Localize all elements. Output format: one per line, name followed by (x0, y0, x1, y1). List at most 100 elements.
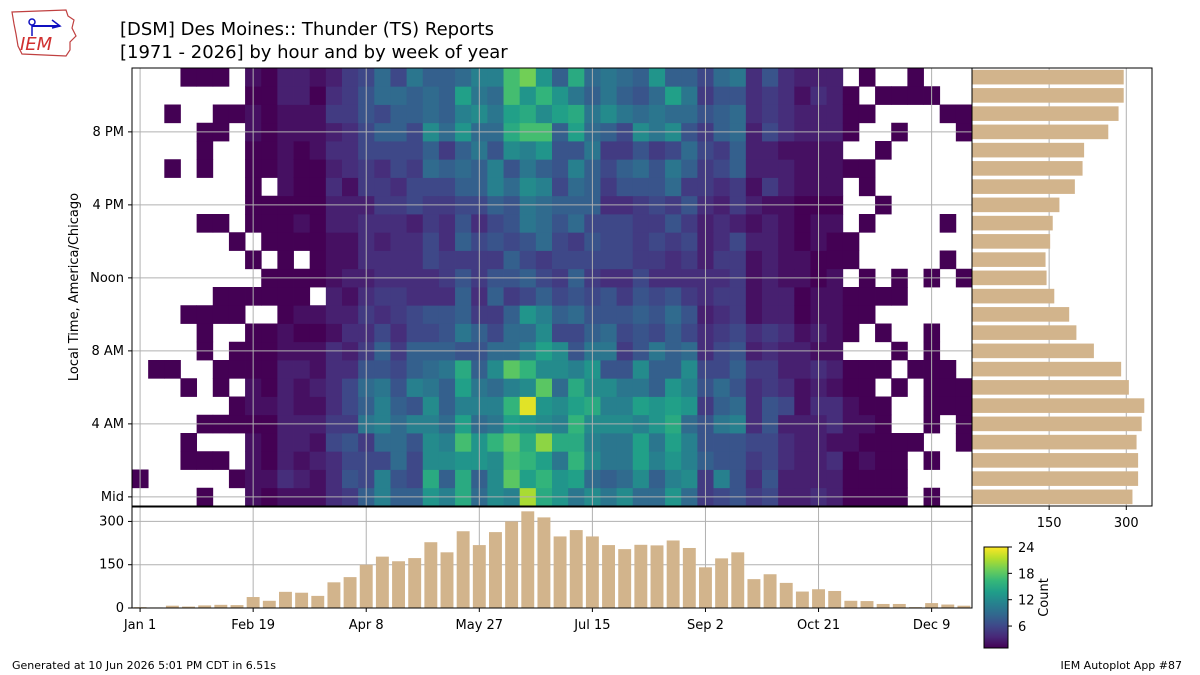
heatmap-cell (891, 451, 908, 470)
heatmap-cell (826, 86, 844, 105)
hourly-bar (972, 215, 1053, 231)
heatmap-cell (212, 451, 230, 470)
heatmap-cell (535, 378, 553, 397)
heatmap-cell (390, 159, 408, 178)
heatmap-cell (665, 378, 682, 397)
heatmap-cell (503, 287, 521, 306)
heatmap-cell (455, 287, 472, 306)
heatmap-cell (374, 104, 391, 124)
heatmap-cell (665, 451, 682, 470)
heatmap-cell (939, 250, 957, 270)
heatmap-cell (390, 141, 408, 160)
heatmap-cell (422, 323, 440, 343)
weekly-bar (812, 589, 825, 608)
heatmap-cell (196, 141, 214, 160)
heatmap-cell (552, 214, 569, 233)
heatmap-cell (422, 433, 440, 452)
weekly-bar (408, 558, 422, 608)
heatmap-cell (374, 68, 391, 87)
hourly-totals-chart: 150 300 (971, 67, 1153, 531)
heatmap-cell (681, 141, 698, 160)
weekly-bar (779, 582, 793, 608)
heatmap-cell (665, 68, 682, 87)
heatmap-cell (438, 177, 456, 197)
heatmap-cell (487, 451, 504, 470)
heatmap-cell (342, 433, 359, 452)
heatmap-cell (568, 232, 585, 251)
heatmap-cell (858, 68, 876, 87)
heatmap-cell (438, 232, 456, 251)
heatmap-cell (406, 86, 424, 105)
heatmap-cell (762, 287, 779, 306)
heatmap-cell (406, 451, 424, 470)
heatmap-cell (955, 378, 973, 397)
heatmap-cell (745, 323, 763, 343)
heatmap-cell (907, 360, 924, 379)
heatmap-cell (325, 141, 343, 160)
heatmap-cell (503, 159, 521, 178)
heatmap-cell (422, 396, 440, 416)
heatmap-cell (438, 287, 456, 306)
weekly-bar (634, 544, 648, 608)
heatmap-cell (309, 378, 327, 397)
heatmap-cell (374, 451, 391, 470)
heatmap-cell (503, 232, 521, 251)
heatmap-cell (568, 469, 585, 489)
heatmap-cell (568, 378, 585, 397)
heatmap-cell (261, 396, 278, 416)
heatmap-cell (180, 68, 198, 87)
heatmap-cell (826, 68, 844, 87)
heatmap-cell (422, 469, 440, 489)
heatmap-cell (552, 360, 569, 379)
heatmap-cell (325, 68, 343, 87)
colorbar-tick-label: 18 (1018, 567, 1035, 582)
heatmap-cell (325, 433, 343, 452)
heatmap-cell (826, 214, 844, 233)
heatmap-cell (374, 469, 391, 489)
heatmap-cell (681, 159, 698, 178)
heatmap-cell (648, 469, 666, 489)
hourly-xtick-label: 300 (1114, 516, 1139, 531)
heatmap-cell (842, 469, 860, 489)
heatmap-cell (196, 323, 214, 343)
heatmap-cell (406, 287, 424, 306)
heatmap-cell (228, 305, 246, 324)
heatmap-cell (568, 214, 585, 233)
heatmap-cell (681, 68, 698, 87)
heatmap-cell (632, 305, 650, 324)
heatmap-cell (794, 287, 811, 306)
heatmap-cell (342, 177, 359, 197)
heatmap-cell (826, 378, 844, 397)
weekly-bar (505, 521, 519, 608)
heatmap-cell (293, 232, 311, 251)
heatmap-cell (713, 232, 731, 251)
heatmap-cell (600, 305, 618, 324)
heatmap-cell (632, 360, 650, 379)
heatmap-cell (632, 396, 650, 416)
heatmap-cell (519, 141, 537, 160)
title-line-2: [1971 - 2026] by hour and by week of yea… (120, 42, 508, 63)
heatmap-cell (293, 104, 311, 124)
heatmap-cell (600, 214, 618, 233)
heatmap-cell (535, 232, 553, 251)
heatmap-cell (552, 305, 569, 324)
hourly-bar (972, 398, 1145, 413)
weekly-bar (521, 511, 535, 608)
heatmap-cell (261, 86, 278, 105)
heatmap-cell (955, 104, 973, 124)
heatmap-cell (455, 378, 472, 397)
heatmap-cell (648, 232, 666, 251)
heatmap-cell (939, 360, 957, 379)
heatmap-cell (293, 469, 311, 489)
heatmap-cell (277, 396, 294, 416)
heatmap-cell (713, 433, 731, 452)
heatmap-cell (374, 360, 391, 379)
heatmap-cell (713, 104, 731, 124)
heatmap-cell (875, 469, 892, 489)
weekly-bar (327, 582, 341, 608)
weekly-bar (198, 605, 212, 608)
heatmap-cell (729, 141, 747, 160)
heatmap-cell (406, 68, 424, 87)
